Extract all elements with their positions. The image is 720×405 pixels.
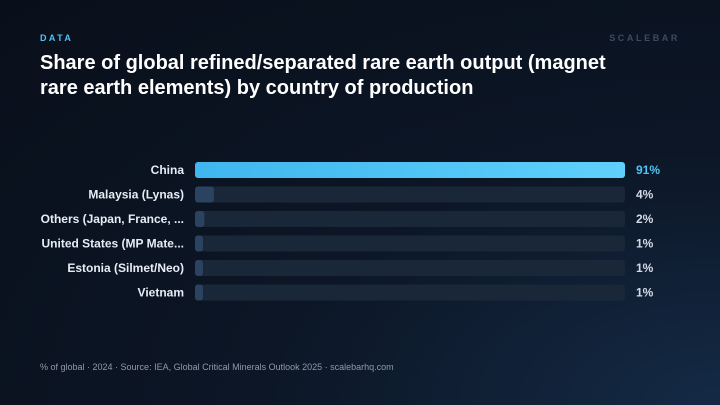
value-label: 1% — [636, 261, 654, 275]
category-label: Others (Japan, France, ... — [41, 212, 184, 226]
value-label: 2% — [636, 212, 654, 226]
category-label: United States (MP Mate... — [42, 237, 184, 251]
bar — [195, 211, 205, 227]
bar-track — [195, 260, 625, 276]
bar — [195, 284, 203, 301]
value-label: 91% — [636, 163, 660, 177]
section-eyebrow: DATA — [40, 33, 74, 43]
bar-track — [195, 211, 625, 227]
bar — [195, 260, 203, 276]
source-footnote: % of global · 2024 · Source: IEA, Global… — [40, 362, 394, 372]
category-label: Estonia (Silmet/Neo) — [67, 261, 184, 275]
brand-logo-text: SCALEBAR — [609, 33, 680, 43]
bar — [195, 235, 203, 252]
category-label: Vietnam — [138, 286, 184, 300]
category-label: Malaysia (Lynas) — [88, 188, 184, 202]
bar-track — [195, 284, 625, 301]
value-label: 1% — [636, 286, 654, 300]
bar — [195, 162, 625, 178]
bar-rows: China 91% Malaysia (Lynas) 4% Others (Japan,… — [41, 162, 660, 301]
value-label: 4% — [636, 188, 654, 202]
category-label: China — [151, 163, 185, 177]
value-label: 1% — [636, 237, 654, 251]
bar-track — [195, 235, 625, 252]
bar — [195, 186, 214, 203]
bar-track — [195, 186, 625, 203]
chart-title: Share of global refined/separated rare e… — [40, 52, 606, 99]
